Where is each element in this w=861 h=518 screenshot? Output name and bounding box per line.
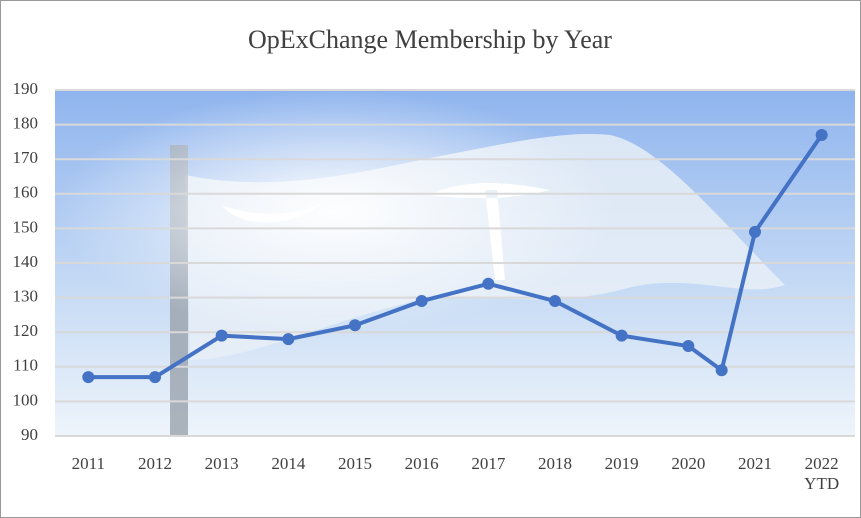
data-point [215,329,228,342]
x-tick-label: 2022 YTD [804,454,840,493]
y-tick-label: 120 [13,321,39,340]
x-tick-label: 2021 [738,454,772,473]
y-tick-label: 190 [13,79,39,98]
data-point [349,319,361,332]
y-tick-label: 150 [13,217,39,236]
data-point [482,277,495,290]
y-tick-label: 130 [13,287,39,306]
data-point [549,295,561,308]
x-tick-label: 2017 [471,454,506,473]
x-tick-label: 2012 [138,454,172,473]
y-tick-label: 180 [13,114,39,133]
x-tick-label: 2014 [271,454,306,473]
data-point [415,295,428,308]
chart-title: OpExChange Membership by Year [248,25,612,54]
x-tick-label: 2020 [671,454,706,473]
data-point [615,329,628,342]
x-tick-label: 2011 [71,454,106,473]
data-point [715,364,728,377]
x-tick-label: 2013 [204,454,239,473]
data-point [149,371,161,384]
data-point [82,371,95,384]
y-tick-label: 160 [13,183,39,202]
data-point [815,128,828,141]
x-tick-label: 2018 [538,454,572,473]
data-point [282,333,295,346]
data-point [682,340,695,353]
y-tick-label: 140 [13,252,39,271]
y-tick-label: 110 [13,356,38,375]
data-point [749,225,761,238]
y-tick-label: 100 [13,390,39,409]
x-tick-label: 2015 [338,454,372,473]
y-tick-label: 170 [13,148,39,167]
x-tick-label: 2016 [404,454,439,473]
y-tick-label: 90 [21,425,38,444]
x-tick-label: 2019 [604,454,639,473]
